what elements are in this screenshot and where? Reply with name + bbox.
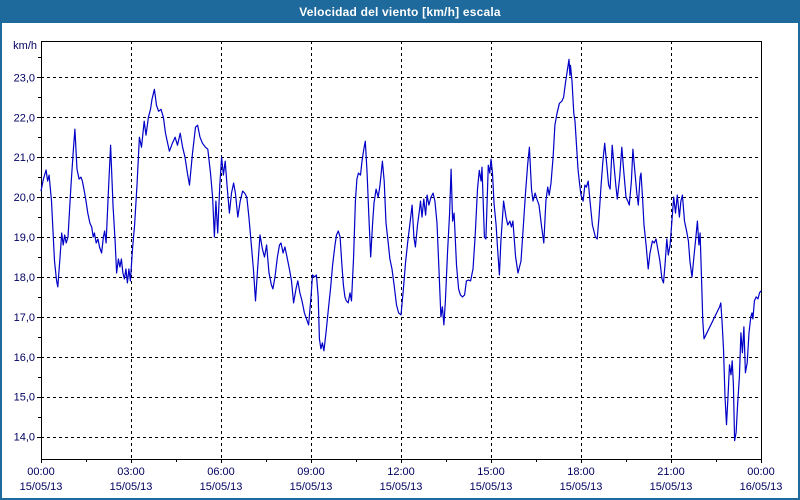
svg-text:03:00: 03:00 [117,466,145,478]
svg-text:15/05/13: 15/05/13 [470,481,513,493]
chart-title: Velocidad del viento [km/h] escala [299,5,501,19]
svg-text:22,0: 22,0 [14,112,35,124]
svg-text:21,0: 21,0 [14,152,35,164]
svg-text:20,0: 20,0 [14,192,35,204]
svg-text:18:00: 18:00 [567,466,595,478]
svg-text:16/05/13: 16/05/13 [740,481,783,493]
svg-text:16,0: 16,0 [14,352,35,364]
svg-text:09:00: 09:00 [297,466,325,478]
svg-text:15/05/13: 15/05/13 [380,481,423,493]
svg-text:06:00: 06:00 [207,466,235,478]
svg-text:15/05/13: 15/05/13 [200,481,243,493]
svg-text:15/05/13: 15/05/13 [560,481,603,493]
svg-text:km/h: km/h [13,40,37,52]
chart-area: 14,0 15,0 16,0 17,0 18,0 19,0 20,0 21,0 22,0 23,0… [2,23,798,498]
svg-text:21:00: 21:00 [657,466,685,478]
svg-text:15/05/13: 15/05/13 [290,481,333,493]
chart-canvas: 14,0 15,0 16,0 17,0 18,0 19,0 20,0 21,0 22,0 23,0… [13,40,783,493]
svg-text:17,0: 17,0 [14,312,35,324]
svg-text:14,0: 14,0 [14,432,35,444]
svg-text:00:00: 00:00 [27,466,55,478]
svg-text:19,0: 19,0 [14,232,35,244]
title-bar: Velocidad del viento [km/h] escala [2,2,798,23]
svg-text:15/05/13: 15/05/13 [110,481,153,493]
svg-text:15/05/13: 15/05/13 [650,481,693,493]
svg-text:00:00: 00:00 [747,466,775,478]
svg-text:15,0: 15,0 [14,392,35,404]
svg-text:15/05/13: 15/05/13 [20,481,63,493]
svg-text:12:00: 12:00 [387,466,415,478]
svg-text:23,0: 23,0 [14,72,35,84]
svg-text:15:00: 15:00 [477,466,505,478]
svg-text:18,0: 18,0 [14,272,35,284]
